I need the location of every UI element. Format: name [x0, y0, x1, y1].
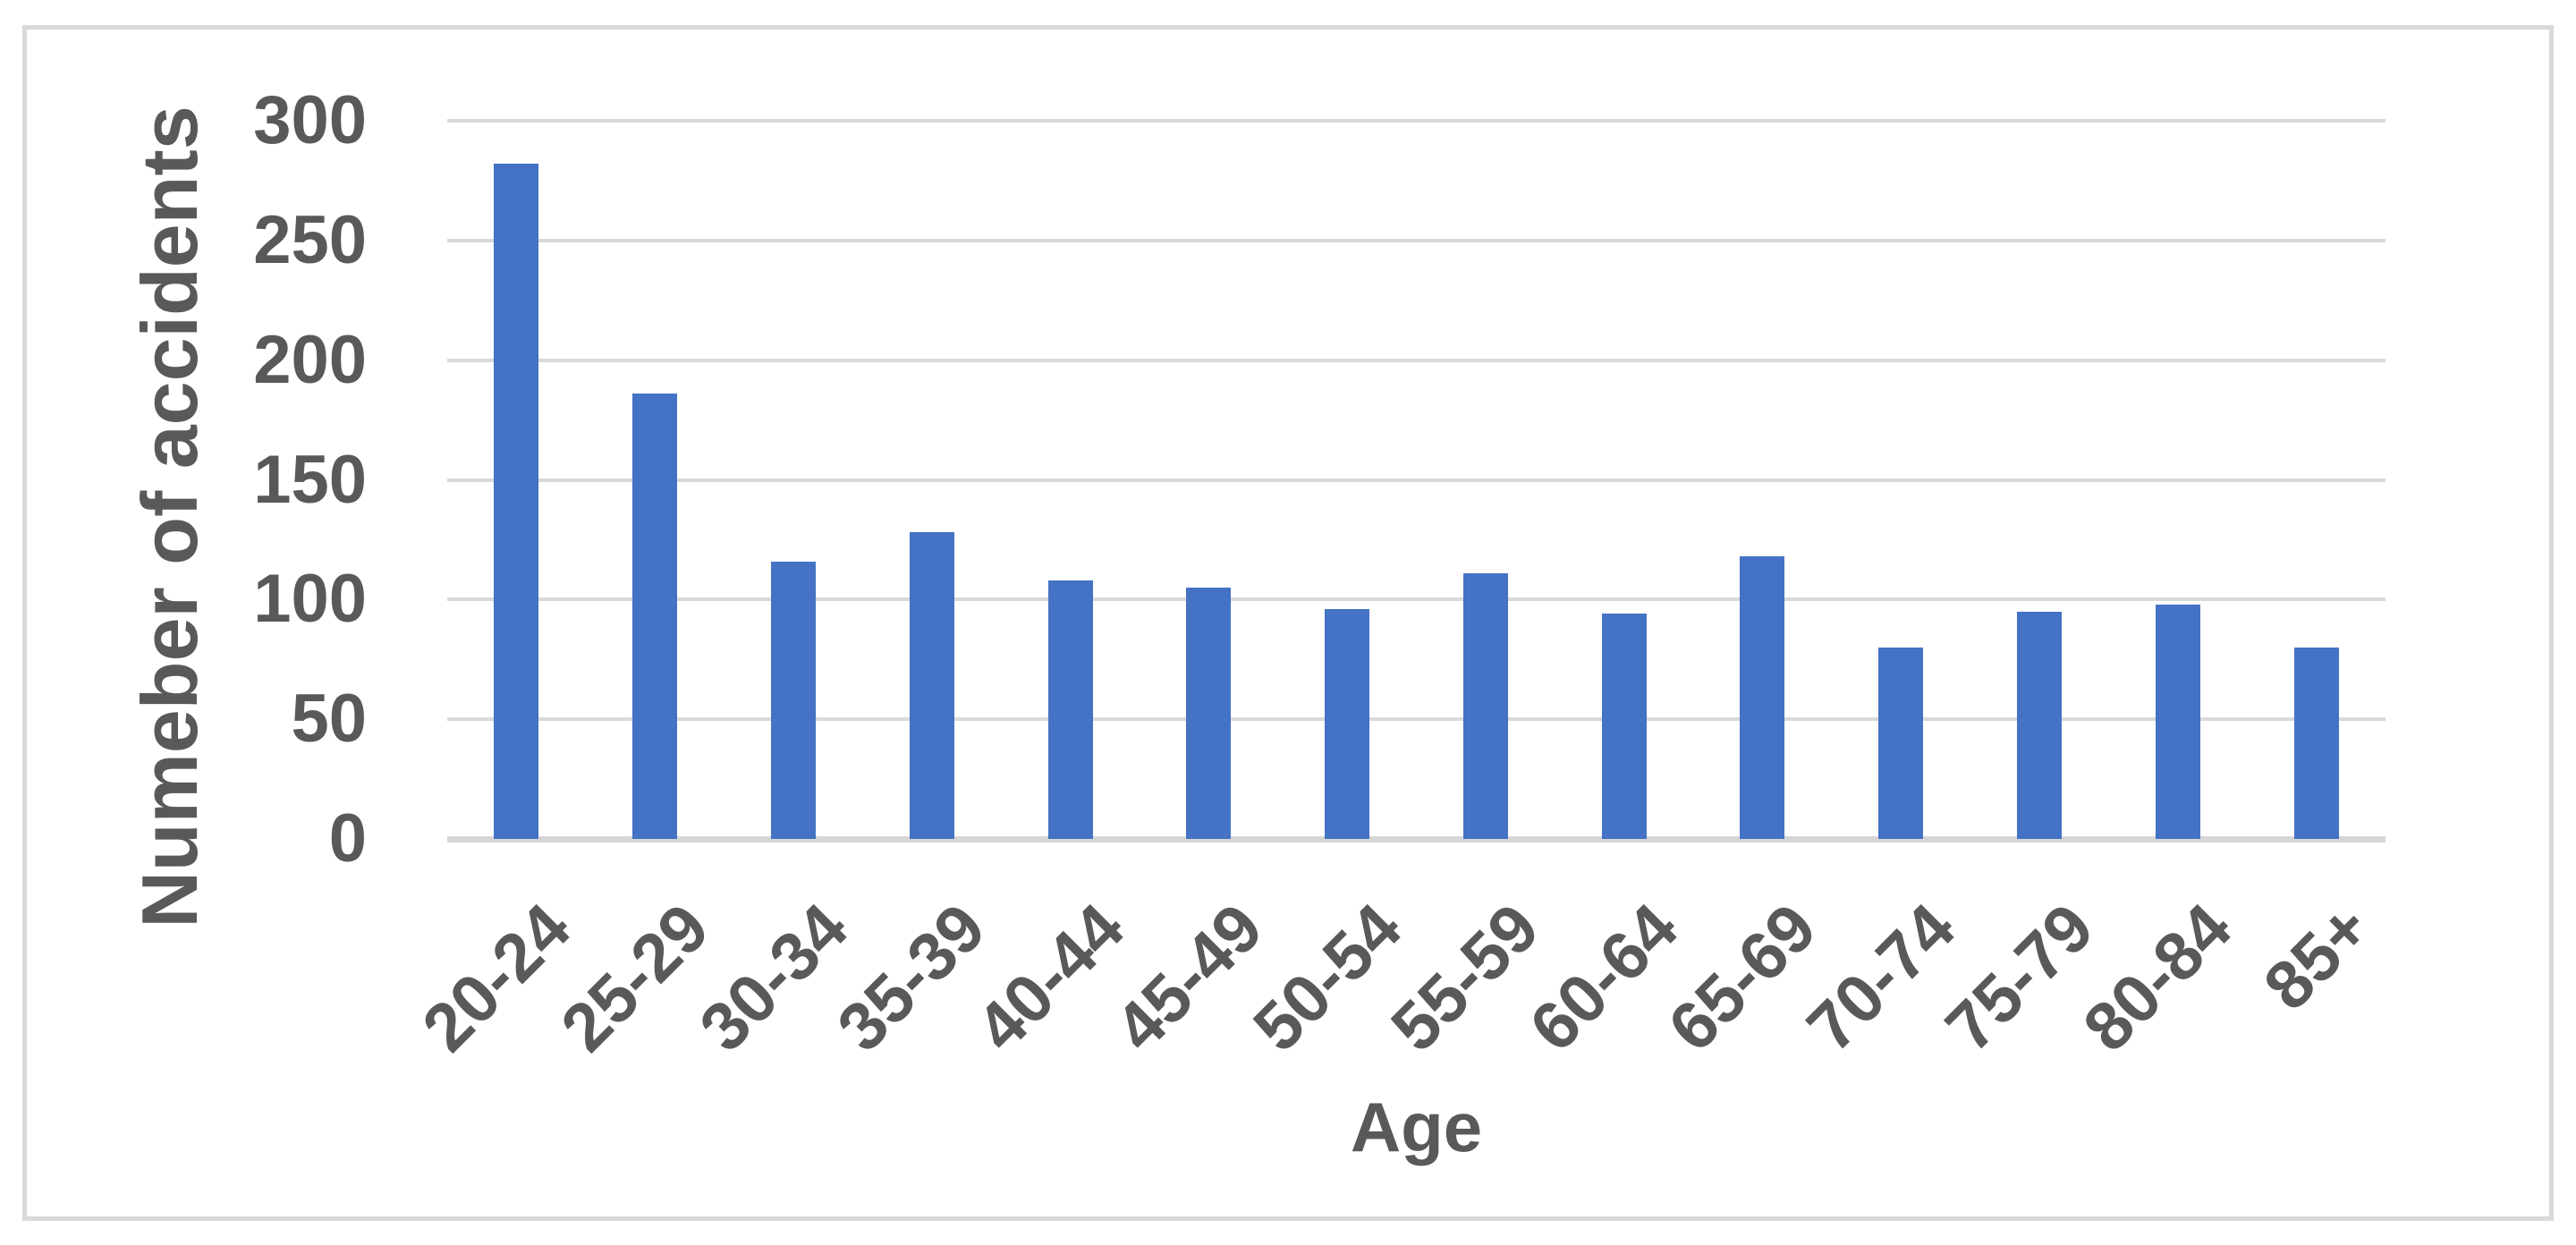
- bar-40-44: [1047, 580, 1093, 839]
- bar-20-24: [494, 164, 539, 839]
- bar-slot-70-74: [1832, 121, 1970, 839]
- bar-50-54: [1325, 609, 1370, 839]
- x-axis-baseline: [447, 836, 2385, 843]
- x-axis-tick-labels: 20-24 25-29 30-34 35-39 40-44 45-49 50-54 55-59…: [408, 839, 2385, 1098]
- bar-slot-30-34: [724, 121, 863, 839]
- bar-slot-35-39: [862, 121, 1001, 839]
- x-label-slot-40-44: 40-44: [962, 839, 1140, 1098]
- y-tick-label-250: 250: [253, 201, 367, 278]
- bar-slot-75-79: [1970, 121, 2109, 839]
- x-axis-title: Age: [1350, 1088, 1483, 1166]
- plot-area: [447, 119, 2385, 843]
- y-tick-label-0: 0: [328, 800, 367, 877]
- y-tick-label-50: 50: [291, 681, 367, 758]
- bar-slot-85+: [2247, 121, 2385, 839]
- bar-slot-25-29: [586, 121, 724, 839]
- x-label-slot-75-79: 75-79: [1931, 839, 2109, 1098]
- bars-layer: [447, 121, 2385, 839]
- gridline-200: [447, 358, 2385, 362]
- bar-slot-55-59: [1416, 121, 1555, 839]
- x-label-slot-70-74: 70-74: [1792, 839, 1970, 1098]
- x-tick-label-85+: 85+: [2249, 889, 2385, 1025]
- bar-25-29: [632, 394, 678, 839]
- bar-75-79: [2016, 611, 2062, 839]
- bar-60-64: [1601, 614, 1647, 839]
- x-label-slot-85+: 85+: [2247, 839, 2385, 1098]
- bar-85+: [2293, 647, 2339, 839]
- x-tick-label-20-24: 20-24: [408, 889, 585, 1067]
- bar-80-84: [2155, 604, 2200, 839]
- chart-frame: 300 250 200 150 100 50 0 Numeber of accidents …: [22, 25, 2554, 1221]
- x-label-slot-65-69: 65-69: [1654, 839, 1832, 1098]
- bar-slot-80-84: [2108, 121, 2247, 839]
- x-label-slot-35-39: 35-39: [824, 839, 1001, 1098]
- x-label-slot-25-29: 25-29: [547, 839, 724, 1098]
- gridline-300: [447, 119, 2385, 123]
- x-label-slot-80-84: 80-84: [2070, 839, 2247, 1098]
- y-tick-label-200: 200: [253, 321, 367, 398]
- x-label-slot-30-34: 30-34: [685, 839, 863, 1098]
- bar-45-49: [1186, 587, 1232, 839]
- bar-slot-65-69: [1693, 121, 1832, 839]
- y-tick-label-300: 300: [253, 82, 367, 158]
- x-label-slot-55-59: 55-59: [1377, 839, 1555, 1098]
- bar-30-34: [770, 561, 816, 839]
- y-tick-label-100: 100: [253, 561, 367, 638]
- gridline-50: [447, 717, 2385, 722]
- bar-35-39: [909, 532, 954, 839]
- bar-slot-45-49: [1140, 121, 1278, 839]
- bar-slot-40-44: [1001, 121, 1140, 839]
- bar-70-74: [1878, 647, 1924, 839]
- bar-slot-60-64: [1555, 121, 1693, 839]
- y-axis-title: Numeber of accidents: [125, 106, 214, 928]
- bar-55-59: [1462, 572, 1508, 839]
- x-label-slot-20-24: 20-24: [408, 839, 586, 1098]
- y-tick-label-150: 150: [253, 441, 367, 518]
- x-label-slot-60-64: 60-64: [1516, 839, 1693, 1098]
- x-label-slot-50-54: 50-54: [1239, 839, 1417, 1098]
- gridline-150: [447, 478, 2385, 482]
- y-axis-tick-labels: 300 250 200 150 100 50 0: [134, 82, 367, 877]
- x-label-slot-45-49: 45-49: [1100, 839, 1278, 1098]
- bar-slot-50-54: [1278, 121, 1417, 839]
- gridline-250: [447, 238, 2385, 242]
- bar-65-69: [1740, 556, 1785, 839]
- gridline-100: [447, 597, 2385, 602]
- bar-slot-20-24: [447, 121, 586, 839]
